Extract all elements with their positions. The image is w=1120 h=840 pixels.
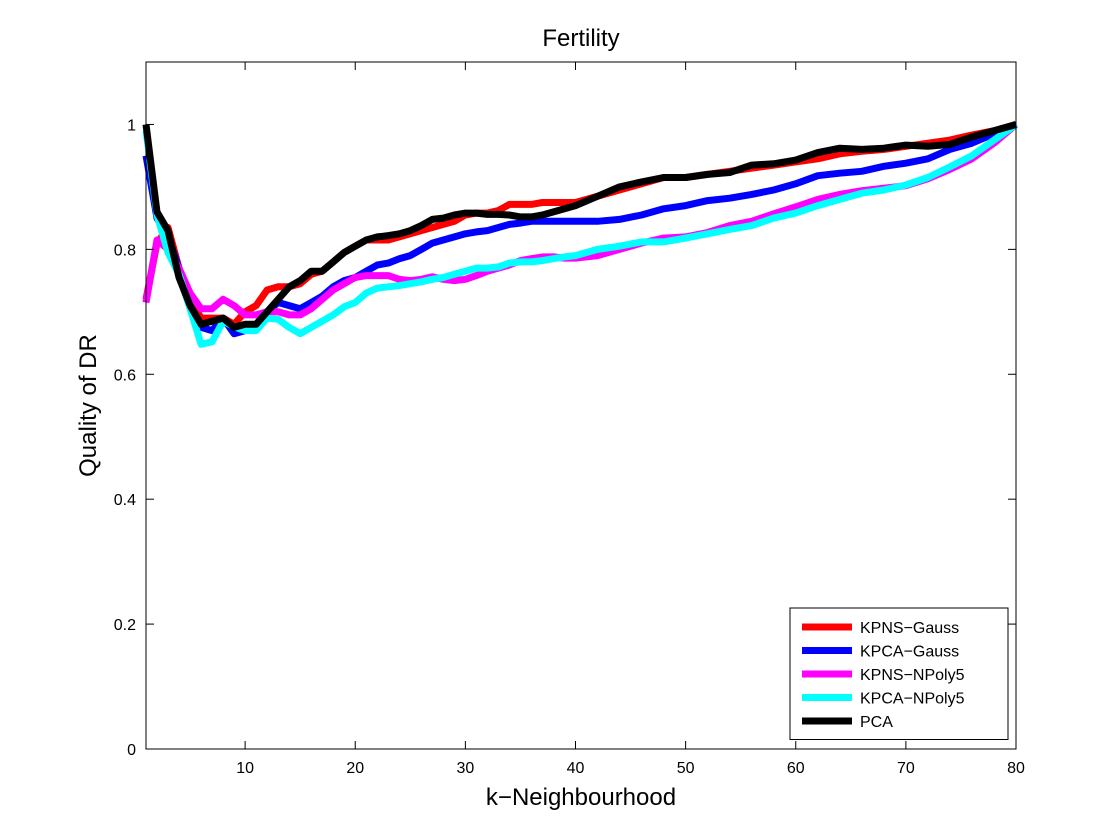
x-tick-label: 60 <box>787 760 805 777</box>
y-tick-label: 0.6 <box>114 367 136 384</box>
chart-title: Fertility <box>542 25 619 52</box>
series-line-5 <box>142 121 1017 331</box>
legend: KPNS−Gauss KPCA−Gauss KPNS−NPoly5 KPCA−NPol… <box>789 607 1009 740</box>
legend-label-5: PCA <box>860 714 893 731</box>
legend-label-2: KPCA−Gauss <box>860 644 959 661</box>
ticks-layer: 10 20 30 40 50 60 70 80 0 0.2 0.4 0.6 0.8 1 <box>114 62 1025 777</box>
x-tick-label: 30 <box>456 760 474 777</box>
series-layer <box>142 121 1019 348</box>
x-tick-label: 10 <box>236 760 254 777</box>
x-tick-label: 20 <box>346 760 364 777</box>
series-line-3 <box>142 121 1019 319</box>
y-tick-label: 0.8 <box>114 242 136 259</box>
y-tick-label: 0.2 <box>114 617 136 634</box>
legend-label-1: KPNS−Gauss <box>860 620 959 637</box>
y-axis-label: Quality of DR <box>75 334 102 477</box>
y-tick-label: 0.4 <box>114 492 136 509</box>
y-tick-label: 0 <box>127 742 136 759</box>
legend-label-4: KPCA−NPoly5 <box>860 691 965 708</box>
x-tick-label: 50 <box>677 760 695 777</box>
y-tick-label: 1 <box>127 117 136 134</box>
x-tick-label: 40 <box>567 760 585 777</box>
axes-box <box>145 61 1017 750</box>
x-tick-label: 80 <box>1007 760 1025 777</box>
legend-label-3: KPNS−NPoly5 <box>860 667 965 684</box>
x-axis-label: k−Neighbourhood <box>486 784 676 811</box>
x-tick-label: 70 <box>897 760 915 777</box>
series-line-4 <box>142 121 1019 348</box>
